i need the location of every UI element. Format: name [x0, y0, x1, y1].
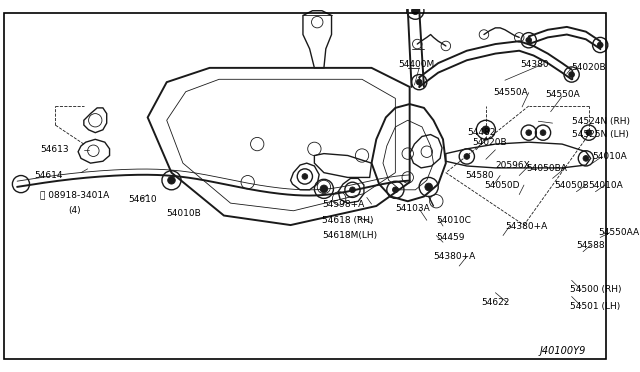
Text: 54614: 54614	[35, 171, 63, 180]
Circle shape	[526, 130, 532, 135]
Circle shape	[526, 37, 532, 43]
Text: 54525N (LH): 54525N (LH)	[572, 130, 628, 139]
Circle shape	[586, 130, 591, 135]
Text: 54501 (LH): 54501 (LH)	[570, 302, 620, 311]
Circle shape	[392, 187, 398, 193]
Circle shape	[482, 126, 490, 134]
Text: 54010B: 54010B	[166, 209, 202, 218]
Text: 54550A: 54550A	[545, 90, 580, 99]
Text: 20596X: 20596X	[495, 161, 530, 170]
Text: 54618 (RH): 54618 (RH)	[322, 216, 374, 225]
Text: 54459: 54459	[436, 233, 465, 242]
Text: 54010C: 54010C	[436, 216, 471, 225]
Text: 54482: 54482	[467, 128, 495, 137]
Circle shape	[302, 174, 308, 179]
Text: 54020B: 54020B	[472, 138, 507, 147]
Text: 54380+A: 54380+A	[433, 252, 476, 261]
Circle shape	[540, 130, 546, 135]
Text: 54050D: 54050D	[484, 180, 520, 190]
Text: 54500 (RH): 54500 (RH)	[570, 285, 621, 294]
Circle shape	[349, 187, 355, 193]
Text: 54588: 54588	[577, 241, 605, 250]
Text: ⒣ 08918-3401A: ⒣ 08918-3401A	[40, 190, 109, 199]
Circle shape	[597, 42, 603, 48]
Circle shape	[168, 176, 175, 184]
Text: 54020B: 54020B	[572, 63, 606, 73]
Text: 54580: 54580	[465, 171, 493, 180]
Circle shape	[425, 183, 433, 191]
Text: 54010A: 54010A	[589, 180, 623, 190]
Circle shape	[320, 185, 328, 193]
Text: 54050BA: 54050BA	[526, 164, 567, 173]
Circle shape	[417, 79, 422, 85]
Text: 54380: 54380	[520, 60, 548, 68]
Text: 54610: 54610	[129, 195, 157, 204]
Text: 54550A: 54550A	[493, 88, 528, 97]
Text: 54613: 54613	[40, 145, 68, 154]
Text: 54380+A: 54380+A	[505, 221, 547, 231]
Circle shape	[464, 154, 470, 159]
Circle shape	[569, 72, 575, 77]
Text: 54524N (RH): 54524N (RH)	[572, 117, 630, 126]
Text: 54400M: 54400M	[398, 60, 435, 68]
Text: 54618M(LH): 54618M(LH)	[322, 231, 377, 240]
Text: (4): (4)	[68, 206, 81, 215]
Text: 54103A: 54103A	[396, 204, 430, 214]
Text: 54598+A: 54598+A	[322, 200, 364, 209]
Circle shape	[583, 155, 589, 161]
Text: 54050B: 54050B	[554, 180, 589, 190]
Text: 54010A: 54010A	[593, 152, 627, 161]
Text: 54622: 54622	[481, 298, 509, 307]
Text: J40100Y9: J40100Y9	[540, 346, 586, 356]
Circle shape	[412, 7, 419, 15]
Text: 54550AA: 54550AA	[598, 228, 639, 237]
